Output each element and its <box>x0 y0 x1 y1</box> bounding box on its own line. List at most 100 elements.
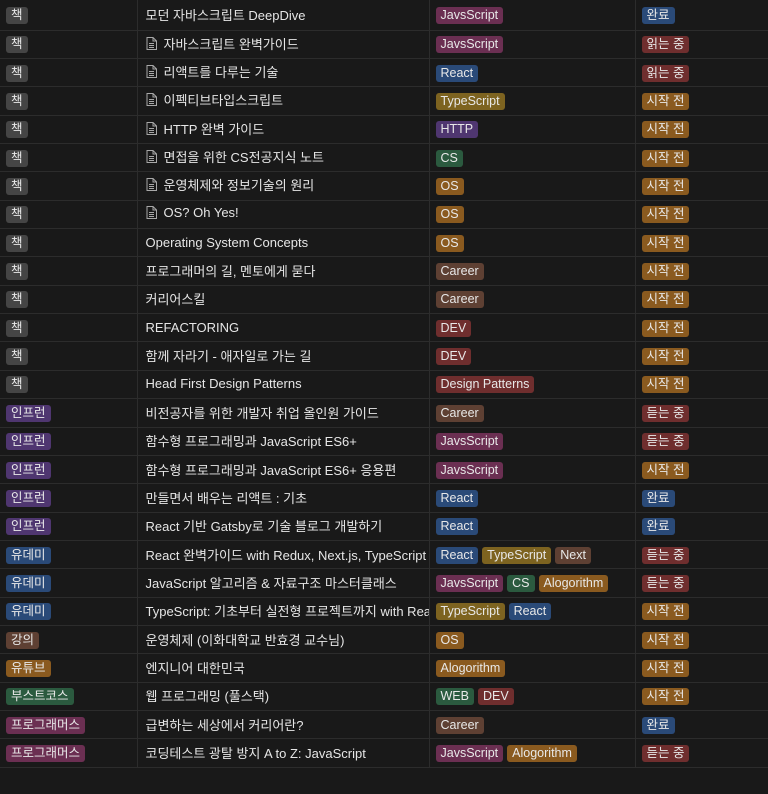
status-cell[interactable]: 읽는 중 <box>635 58 768 88</box>
type-cell[interactable]: 책 <box>0 313 138 343</box>
type-cell[interactable]: 책 <box>0 143 138 173</box>
title-cell[interactable]: 리액트를 다루는 기술 <box>137 58 430 88</box>
table-row[interactable]: 책 Operating System Concepts OS 시작 전 <box>0 228 768 258</box>
title-cell[interactable]: 코딩테스트 광탈 방지 A to Z: JavaScript <box>137 738 430 768</box>
status-cell[interactable]: 시작 전 <box>635 653 768 683</box>
type-cell[interactable]: 책 <box>0 86 138 116</box>
page-title-link[interactable]: JavaScript 알고리즘 & 자료구조 마스터클래스 <box>146 573 397 592</box>
table-row[interactable]: 책 프로그래머의 길, 멘토에게 묻다 Career 시작 전 <box>0 256 768 286</box>
tags-cell[interactable]: React <box>429 512 636 541</box>
status-cell[interactable]: 시작 전 <box>635 455 768 485</box>
page-title-link[interactable]: 함수형 프로그래밍과 JavaScript ES6+ 응용편 <box>146 460 397 479</box>
page-title-link[interactable]: 프로그래머의 길, 멘토에게 묻다 <box>146 261 316 280</box>
tags-cell[interactable]: Career <box>429 285 636 315</box>
page-title-link[interactable]: 운영체제 (이화대학교 반효경 교수님) <box>146 630 345 649</box>
type-cell[interactable]: 책 <box>0 285 138 315</box>
tags-cell[interactable]: DEV <box>429 341 636 371</box>
status-cell[interactable]: 시작 전 <box>635 86 768 116</box>
page-title-link[interactable]: 커리어스킬 <box>146 289 206 308</box>
status-cell[interactable]: 시작 전 <box>635 171 768 201</box>
status-cell[interactable]: 시작 전 <box>635 115 768 144</box>
table-row[interactable]: 책 HTTP 완벽 가이드 HTTP 시작 전 <box>0 115 768 144</box>
table-row[interactable]: 프로그래머스 코딩테스트 광탈 방지 A to Z: JavaScript Javs… <box>0 738 768 768</box>
title-cell[interactable]: React 기반 Gatsby로 기술 블로그 개발하기 <box>137 512 430 541</box>
title-cell[interactable]: 비전공자를 위한 개발자 취업 올인원 가이드 <box>137 398 430 428</box>
status-cell[interactable]: 시작 전 <box>635 285 768 315</box>
page-title-link[interactable]: 자바스크립트 완벽가이드 <box>146 34 299 53</box>
page-title-link[interactable]: TypeScript: 기초부터 실전형 프로젝트까지 with React <box>146 601 429 620</box>
title-cell[interactable]: JavaScript 알고리즘 & 자료구조 마스터클래스 <box>137 568 430 598</box>
tags-cell[interactable]: Design Patterns <box>429 370 636 400</box>
tags-cell[interactable]: React <box>429 483 636 513</box>
tags-cell[interactable]: JavsScript <box>429 427 636 456</box>
page-title-link[interactable]: 리액트를 다루는 기술 <box>146 62 278 81</box>
title-cell[interactable]: Head First Design Patterns <box>137 370 430 400</box>
table-row[interactable]: 부스트코스 웹 프로그래밍 (풀스택) WEB DEV 시작 전 <box>0 682 768 712</box>
table-row[interactable]: 유데미 JavaScript 알고리즘 & 자료구조 마스터클래스 JavsScri… <box>0 568 768 598</box>
title-cell[interactable]: 면접을 위한 CS전공지식 노트 <box>137 143 430 173</box>
table-row[interactable]: 책 OS? Oh Yes! OS 시작 전 <box>0 200 768 230</box>
tags-cell[interactable]: JavsScript CS Alogorithm <box>429 568 636 598</box>
type-cell[interactable]: 책 <box>0 58 138 88</box>
title-cell[interactable]: 엔지니어 대한민국 <box>137 653 430 683</box>
type-cell[interactable]: 부스트코스 <box>0 682 138 712</box>
table-row[interactable]: 인프런 비전공자를 위한 개발자 취업 올인원 가이드 Career 듣는 중 <box>0 398 768 428</box>
page-title-link[interactable]: 운영체제와 정보기술의 원리 <box>146 175 314 194</box>
status-cell[interactable]: 듣는 중 <box>635 568 768 598</box>
status-cell[interactable]: 완료 <box>635 512 768 541</box>
status-cell[interactable]: 읽는 중 <box>635 30 768 59</box>
title-cell[interactable]: 모던 자바스크립트 DeepDive <box>137 0 430 31</box>
status-cell[interactable]: 시작 전 <box>635 370 768 400</box>
status-cell[interactable]: 시작 전 <box>635 625 768 655</box>
page-title-link[interactable]: REFACTORING <box>146 320 240 335</box>
page-title-link[interactable]: OS? Oh Yes! <box>146 205 239 220</box>
type-cell[interactable]: 책 <box>0 256 138 286</box>
title-cell[interactable]: 만들면서 배우는 리액트 : 기초 <box>137 483 430 513</box>
page-title-link[interactable]: 엔지니어 대한민국 <box>146 658 245 677</box>
type-cell[interactable]: 책 <box>0 30 138 59</box>
tags-cell[interactable]: React TypeScript Next <box>429 540 636 570</box>
type-cell[interactable]: 책 <box>0 200 138 230</box>
type-cell[interactable]: 유데미 <box>0 568 138 598</box>
page-title-link[interactable]: Head First Design Patterns <box>146 376 302 391</box>
status-cell[interactable]: 듣는 중 <box>635 427 768 456</box>
type-cell[interactable]: 유튜브 <box>0 653 138 683</box>
title-cell[interactable]: 운영체제 (이화대학교 반효경 교수님) <box>137 625 430 655</box>
page-title-link[interactable]: 코딩테스트 광탈 방지 A to Z: JavaScript <box>146 743 366 762</box>
table-row[interactable]: 책 이펙티브타입스크립트 TypeScript 시작 전 <box>0 86 768 116</box>
type-cell[interactable]: 책 <box>0 171 138 201</box>
table-row[interactable]: 책 자바스크립트 완벽가이드 JavsScript 읽는 중 <box>0 30 768 59</box>
page-title-link[interactable]: 함수형 프로그래밍과 JavaScript ES6+ <box>146 431 357 450</box>
table-row[interactable]: 프로그래머스 급변하는 세상에서 커리어란? Career 완료 <box>0 710 768 740</box>
status-cell[interactable]: 시작 전 <box>635 597 768 627</box>
table-row[interactable]: 책 면접을 위한 CS전공지식 노트 CS 시작 전 <box>0 143 768 173</box>
type-cell[interactable]: 유데미 <box>0 540 138 570</box>
type-cell[interactable]: 책 <box>0 0 138 31</box>
type-cell[interactable]: 프로그래머스 <box>0 710 138 740</box>
title-cell[interactable]: 이펙티브타입스크립트 <box>137 86 430 116</box>
title-cell[interactable]: 함수형 프로그래밍과 JavaScript ES6+ 응용편 <box>137 455 430 485</box>
status-cell[interactable]: 완료 <box>635 0 768 31</box>
tags-cell[interactable]: DEV <box>429 313 636 343</box>
status-cell[interactable]: 듣는 중 <box>635 738 768 768</box>
type-cell[interactable]: 유데미 <box>0 597 138 627</box>
type-cell[interactable]: 인프런 <box>0 427 138 456</box>
type-cell[interactable]: 강의 <box>0 625 138 655</box>
tags-cell[interactable]: HTTP <box>429 115 636 144</box>
page-title-link[interactable]: 웹 프로그래밍 (풀스택) <box>146 686 270 705</box>
type-cell[interactable]: 인프런 <box>0 398 138 428</box>
table-row[interactable]: 유데미 React 완벽가이드 with Redux, Next.js, Type… <box>0 540 768 570</box>
status-cell[interactable]: 완료 <box>635 710 768 740</box>
tags-cell[interactable]: CS <box>429 143 636 173</box>
page-title-link[interactable]: 만들면서 배우는 리액트 : 기초 <box>146 488 308 507</box>
type-cell[interactable]: 프로그래머스 <box>0 738 138 768</box>
tags-cell[interactable]: OS <box>429 625 636 655</box>
status-cell[interactable]: 시작 전 <box>635 256 768 286</box>
status-cell[interactable]: 시작 전 <box>635 228 768 258</box>
status-cell[interactable]: 시작 전 <box>635 341 768 371</box>
page-title-link[interactable]: Operating System Concepts <box>146 235 309 250</box>
page-title-link[interactable]: 모던 자바스크립트 DeepDive <box>146 5 306 24</box>
title-cell[interactable]: Operating System Concepts <box>137 228 430 258</box>
tags-cell[interactable]: WEB DEV <box>429 682 636 712</box>
page-title-link[interactable]: React 기반 Gatsby로 기술 블로그 개발하기 <box>146 516 383 535</box>
